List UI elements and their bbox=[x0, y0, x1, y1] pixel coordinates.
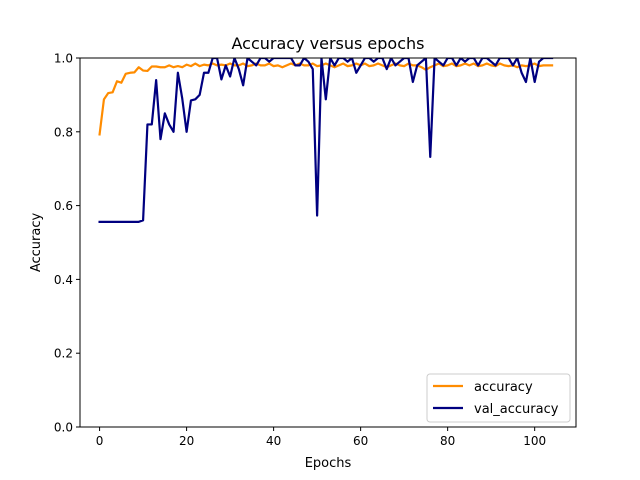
chart-title: Accuracy versus epochs bbox=[232, 34, 425, 53]
plot-series bbox=[98, 58, 554, 223]
legend: accuracy val_accuracy bbox=[426, 373, 571, 423]
x-axis-label: Epochs bbox=[305, 456, 352, 471]
legend-label-val-accuracy: val_accuracy bbox=[474, 402, 559, 417]
y-axis: 0.0 0.2 0.4 0.6 0.8 1.0 bbox=[54, 52, 80, 435]
legend-label-accuracy: accuracy bbox=[474, 380, 533, 395]
x-tick-label: 40 bbox=[266, 434, 281, 448]
x-axis: 0 20 40 60 80 100 bbox=[96, 427, 546, 448]
y-axis-label: Accuracy bbox=[29, 213, 44, 273]
series-line-val-accuracy bbox=[98, 58, 554, 223]
x-tick-label: 60 bbox=[353, 434, 368, 448]
x-tick-label: 100 bbox=[523, 434, 546, 448]
y-tick-label: 0.8 bbox=[54, 125, 73, 139]
y-tick-label: 0.0 bbox=[54, 421, 73, 435]
y-tick-label: 0.6 bbox=[54, 199, 73, 213]
y-tick-label: 0.4 bbox=[54, 273, 73, 287]
x-tick-label: 0 bbox=[96, 434, 104, 448]
y-tick-label: 0.2 bbox=[54, 347, 73, 361]
x-tick-label: 20 bbox=[179, 434, 194, 448]
x-tick-label: 80 bbox=[440, 434, 455, 448]
series-line-accuracy bbox=[98, 62, 554, 136]
plot-frame bbox=[79, 57, 577, 428]
y-tick-label: 1.0 bbox=[54, 52, 73, 66]
